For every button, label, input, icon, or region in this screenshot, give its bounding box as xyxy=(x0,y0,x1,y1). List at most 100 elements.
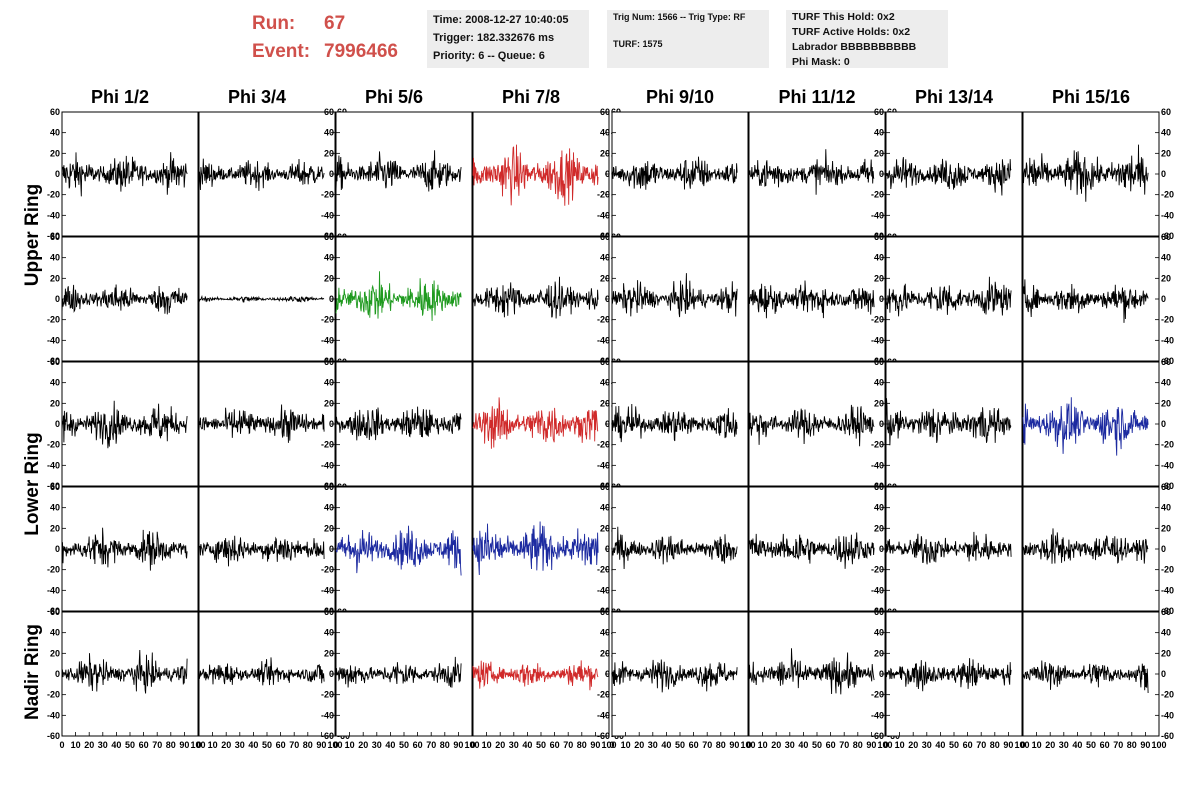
x-tick-label: 60 xyxy=(413,740,423,750)
y-tick-label: 20 xyxy=(600,273,610,283)
waveform-panel: -60 -40 -20 0 20 40 60 xyxy=(321,357,473,491)
waveform-trace xyxy=(335,656,462,688)
waveform-trace xyxy=(61,152,188,197)
x-tick-label: 60 xyxy=(276,740,286,750)
x-tick-label: 30 xyxy=(235,740,245,750)
column-title: Phi 3/4 xyxy=(227,87,287,107)
y-tick-label: 60 xyxy=(324,607,334,617)
y-tick-label: -20 xyxy=(1161,565,1174,575)
y-tick-label: -40 xyxy=(1161,460,1174,470)
y-tick-label: -20 xyxy=(1161,190,1174,200)
y-tick-label: 0 xyxy=(879,169,884,179)
waveform-trace xyxy=(1022,279,1149,323)
x-tick-label: 20 xyxy=(1045,740,1055,750)
y-tick-label: 60 xyxy=(50,482,60,492)
y-tick-label: 40 xyxy=(50,503,60,513)
waveform-panel: -60 -40 -20 0 20 40 60 xyxy=(47,107,199,241)
labrador-text: Labrador BBBBBBBBBB xyxy=(792,41,917,53)
y-tick-label: -20 xyxy=(47,565,60,575)
y-tick-label: 20 xyxy=(600,523,610,533)
y-tick-label: 60 xyxy=(50,357,60,367)
waveform-trace xyxy=(611,526,738,570)
waveform-trace xyxy=(199,657,325,686)
y-tick-label: -60 xyxy=(597,606,610,616)
turf-hold-text: TURF This Hold: 0x2 xyxy=(792,11,895,23)
x-tick-label: 30 xyxy=(98,740,108,750)
x-tick-label: 80 xyxy=(440,740,450,750)
y-tick-label: -20 xyxy=(871,565,884,575)
trig-num-text: Trig Num: 1566 -- Trig Type: RF xyxy=(613,12,746,22)
y-tick-label: 20 xyxy=(600,398,610,408)
waveform-trace xyxy=(611,659,738,693)
x-tick-label: 30 xyxy=(1059,740,1069,750)
y-tick-label: -40 xyxy=(597,335,610,345)
y-tick-label: -60 xyxy=(1161,231,1174,241)
y-tick-label: -60 xyxy=(47,356,60,366)
panel-frame xyxy=(748,111,886,237)
waveform-trace xyxy=(1022,528,1149,564)
waveform-panel: -60 -40 -20 0 20 40 60 xyxy=(472,357,624,491)
waveform-trace xyxy=(472,397,599,449)
y-tick-label: 60 xyxy=(50,232,60,242)
x-tick-label: 40 xyxy=(111,740,121,750)
x-tick-label: 90 xyxy=(1003,740,1013,750)
y-tick-label: -20 xyxy=(597,315,610,325)
waveform-trace xyxy=(1022,397,1149,456)
y-tick-label: 40 xyxy=(1161,378,1171,388)
waveform-panel: -60 -40 -20 0 20 40 60 xyxy=(321,107,473,241)
y-tick-label: -40 xyxy=(871,710,884,720)
y-tick-label: 40 xyxy=(874,253,884,263)
y-tick-label: 40 xyxy=(874,503,884,513)
y-tick-label: -60 xyxy=(1161,731,1174,741)
x-tick-label: 0 xyxy=(883,740,888,750)
x-tick-label: 30 xyxy=(922,740,932,750)
waveform-trace xyxy=(472,521,599,576)
x-tick-label: 10 xyxy=(621,740,631,750)
y-tick-label: 20 xyxy=(874,648,884,658)
x-tick-label: 90 xyxy=(179,740,189,750)
waveform-panel: -60 -40 -20 0 20 40 60 xyxy=(871,482,1023,616)
x-tick-label: 80 xyxy=(853,740,863,750)
x-tick-label: 0 xyxy=(746,740,751,750)
waveform-trace xyxy=(472,144,599,206)
y-tick-label: 40 xyxy=(600,628,610,638)
turf-text: TURF: 1575 xyxy=(613,39,663,49)
y-tick-label: -40 xyxy=(47,210,60,220)
waveform-trace xyxy=(748,404,875,447)
y-tick-label: -60 xyxy=(597,231,610,241)
x-tick-label: 0 xyxy=(609,740,614,750)
y-tick-label: 60 xyxy=(874,482,884,492)
waveform-trace xyxy=(335,150,462,192)
y-tick-label: 20 xyxy=(1161,398,1171,408)
y-tick-label: 60 xyxy=(1161,482,1171,492)
x-tick-label: 60 xyxy=(963,740,973,750)
x-tick-label: 70 xyxy=(1113,740,1123,750)
x-tick-label: 0 xyxy=(470,740,475,750)
y-tick-label: -60 xyxy=(1161,606,1174,616)
y-tick-label: 20 xyxy=(324,398,334,408)
y-tick-label: 0 xyxy=(1161,169,1166,179)
y-tick-label: 40 xyxy=(874,628,884,638)
y-tick-label: 20 xyxy=(1161,273,1171,283)
y-tick-label: -60 xyxy=(871,731,884,741)
y-tick-label: 20 xyxy=(1161,648,1171,658)
x-tick-label: 90 xyxy=(453,740,463,750)
x-tick-label: 20 xyxy=(908,740,918,750)
x-tick-label: 50 xyxy=(536,740,546,750)
y-tick-label: -60 xyxy=(47,606,60,616)
y-tick-label: 20 xyxy=(50,398,60,408)
waveform-panel: -60 -40 -20 0 20 40 60 xyxy=(321,232,473,366)
waveform-trace xyxy=(198,294,325,304)
waveform-trace xyxy=(885,658,1012,692)
x-tick-label: 30 xyxy=(785,740,795,750)
y-tick-label: -40 xyxy=(321,335,334,345)
y-tick-label: 20 xyxy=(324,523,334,533)
y-tick-label: -20 xyxy=(871,190,884,200)
y-tick-label: -20 xyxy=(871,315,884,325)
y-tick-label: 0 xyxy=(879,669,884,679)
x-tick-label: 100 xyxy=(190,740,205,750)
x-tick-label: 70 xyxy=(563,740,573,750)
waveform-panel: -60 -40 -20 0 20 40 60 xyxy=(597,482,749,616)
y-tick-label: 20 xyxy=(1161,148,1171,158)
